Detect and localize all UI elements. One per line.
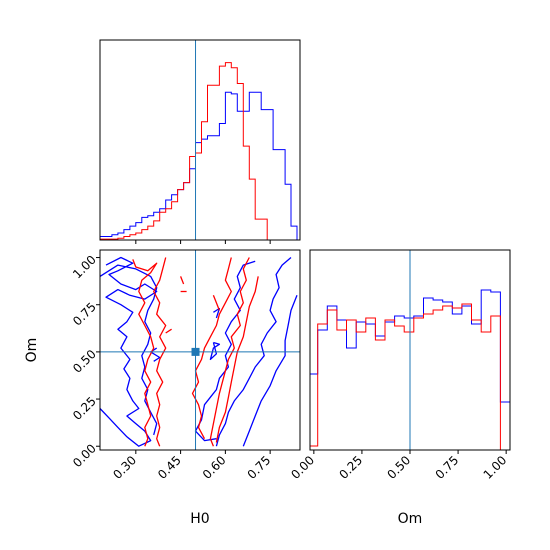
contour-series-1-line-4 <box>242 295 298 447</box>
y-tick-label: 1.00 <box>70 253 99 282</box>
contour-series-2-line-7 <box>215 276 259 443</box>
contour-series-2-line-1 <box>132 259 158 447</box>
y-tick-label: 0.75 <box>70 300 99 329</box>
x-axis-label-om: Om <box>398 511 423 527</box>
x-tick-label: 0.30 <box>110 453 139 482</box>
x-tick-label: 0.75 <box>433 453 462 482</box>
contour-series-2-line-6 <box>209 257 250 447</box>
x-axis-label-h0: H0 <box>190 511 209 527</box>
contour-series-2-line-4 <box>165 328 172 334</box>
contour-series-1-line-5 <box>194 260 256 442</box>
contour-series-2-line-9 <box>212 295 221 311</box>
h0-marginal-panel <box>99 39 301 244</box>
panel-frame <box>99 249 301 451</box>
contour-series-1-line-7 <box>209 341 221 361</box>
contour-series-1-line-8 <box>213 307 221 319</box>
x-tick-label: 0.45 <box>155 453 184 482</box>
x-tick-label: 0.25 <box>336 453 365 482</box>
y-tick-label: 0.50 <box>70 347 99 376</box>
x-tick-label: 0.50 <box>385 453 414 482</box>
h0-hist-series-1 <box>99 91 298 240</box>
panel-frame <box>99 39 301 241</box>
contour-series-1-line-3 <box>215 257 292 447</box>
y-axis-label-om: Om <box>24 338 40 363</box>
x-tick-label: 0.60 <box>200 453 229 482</box>
om-marginal-panel: 0.00 0.25 0.50 0.75 1.00 Om <box>288 249 511 527</box>
contour-series-2-line-3 <box>179 276 185 285</box>
y-tick-label: 0.25 <box>70 394 99 423</box>
om-hist-series-2 <box>309 303 510 451</box>
om-hist-series-1 <box>309 289 511 450</box>
contour-series-1-line-2 <box>100 264 158 436</box>
contour-series-2-line-2 <box>153 257 167 447</box>
x-tick-label: 0.75 <box>245 453 274 482</box>
contour-series-2-line-5 <box>191 257 232 440</box>
contour-series-1-line-6 <box>150 347 161 362</box>
joint-truth-marker <box>191 347 200 356</box>
x-tick-label: 1.00 <box>481 453 510 482</box>
h0-om-joint-panel: 0.30 0.45 0.60 0.75 0.00 0.25 0.50 0.75 1.00 H0 Om <box>24 249 301 527</box>
x-tick-label: 0.00 <box>288 453 317 482</box>
h0-hist-series-2 <box>99 62 274 241</box>
contour-series-1-line-1 <box>100 256 158 447</box>
y-tick-label: 0.00 <box>70 441 99 470</box>
